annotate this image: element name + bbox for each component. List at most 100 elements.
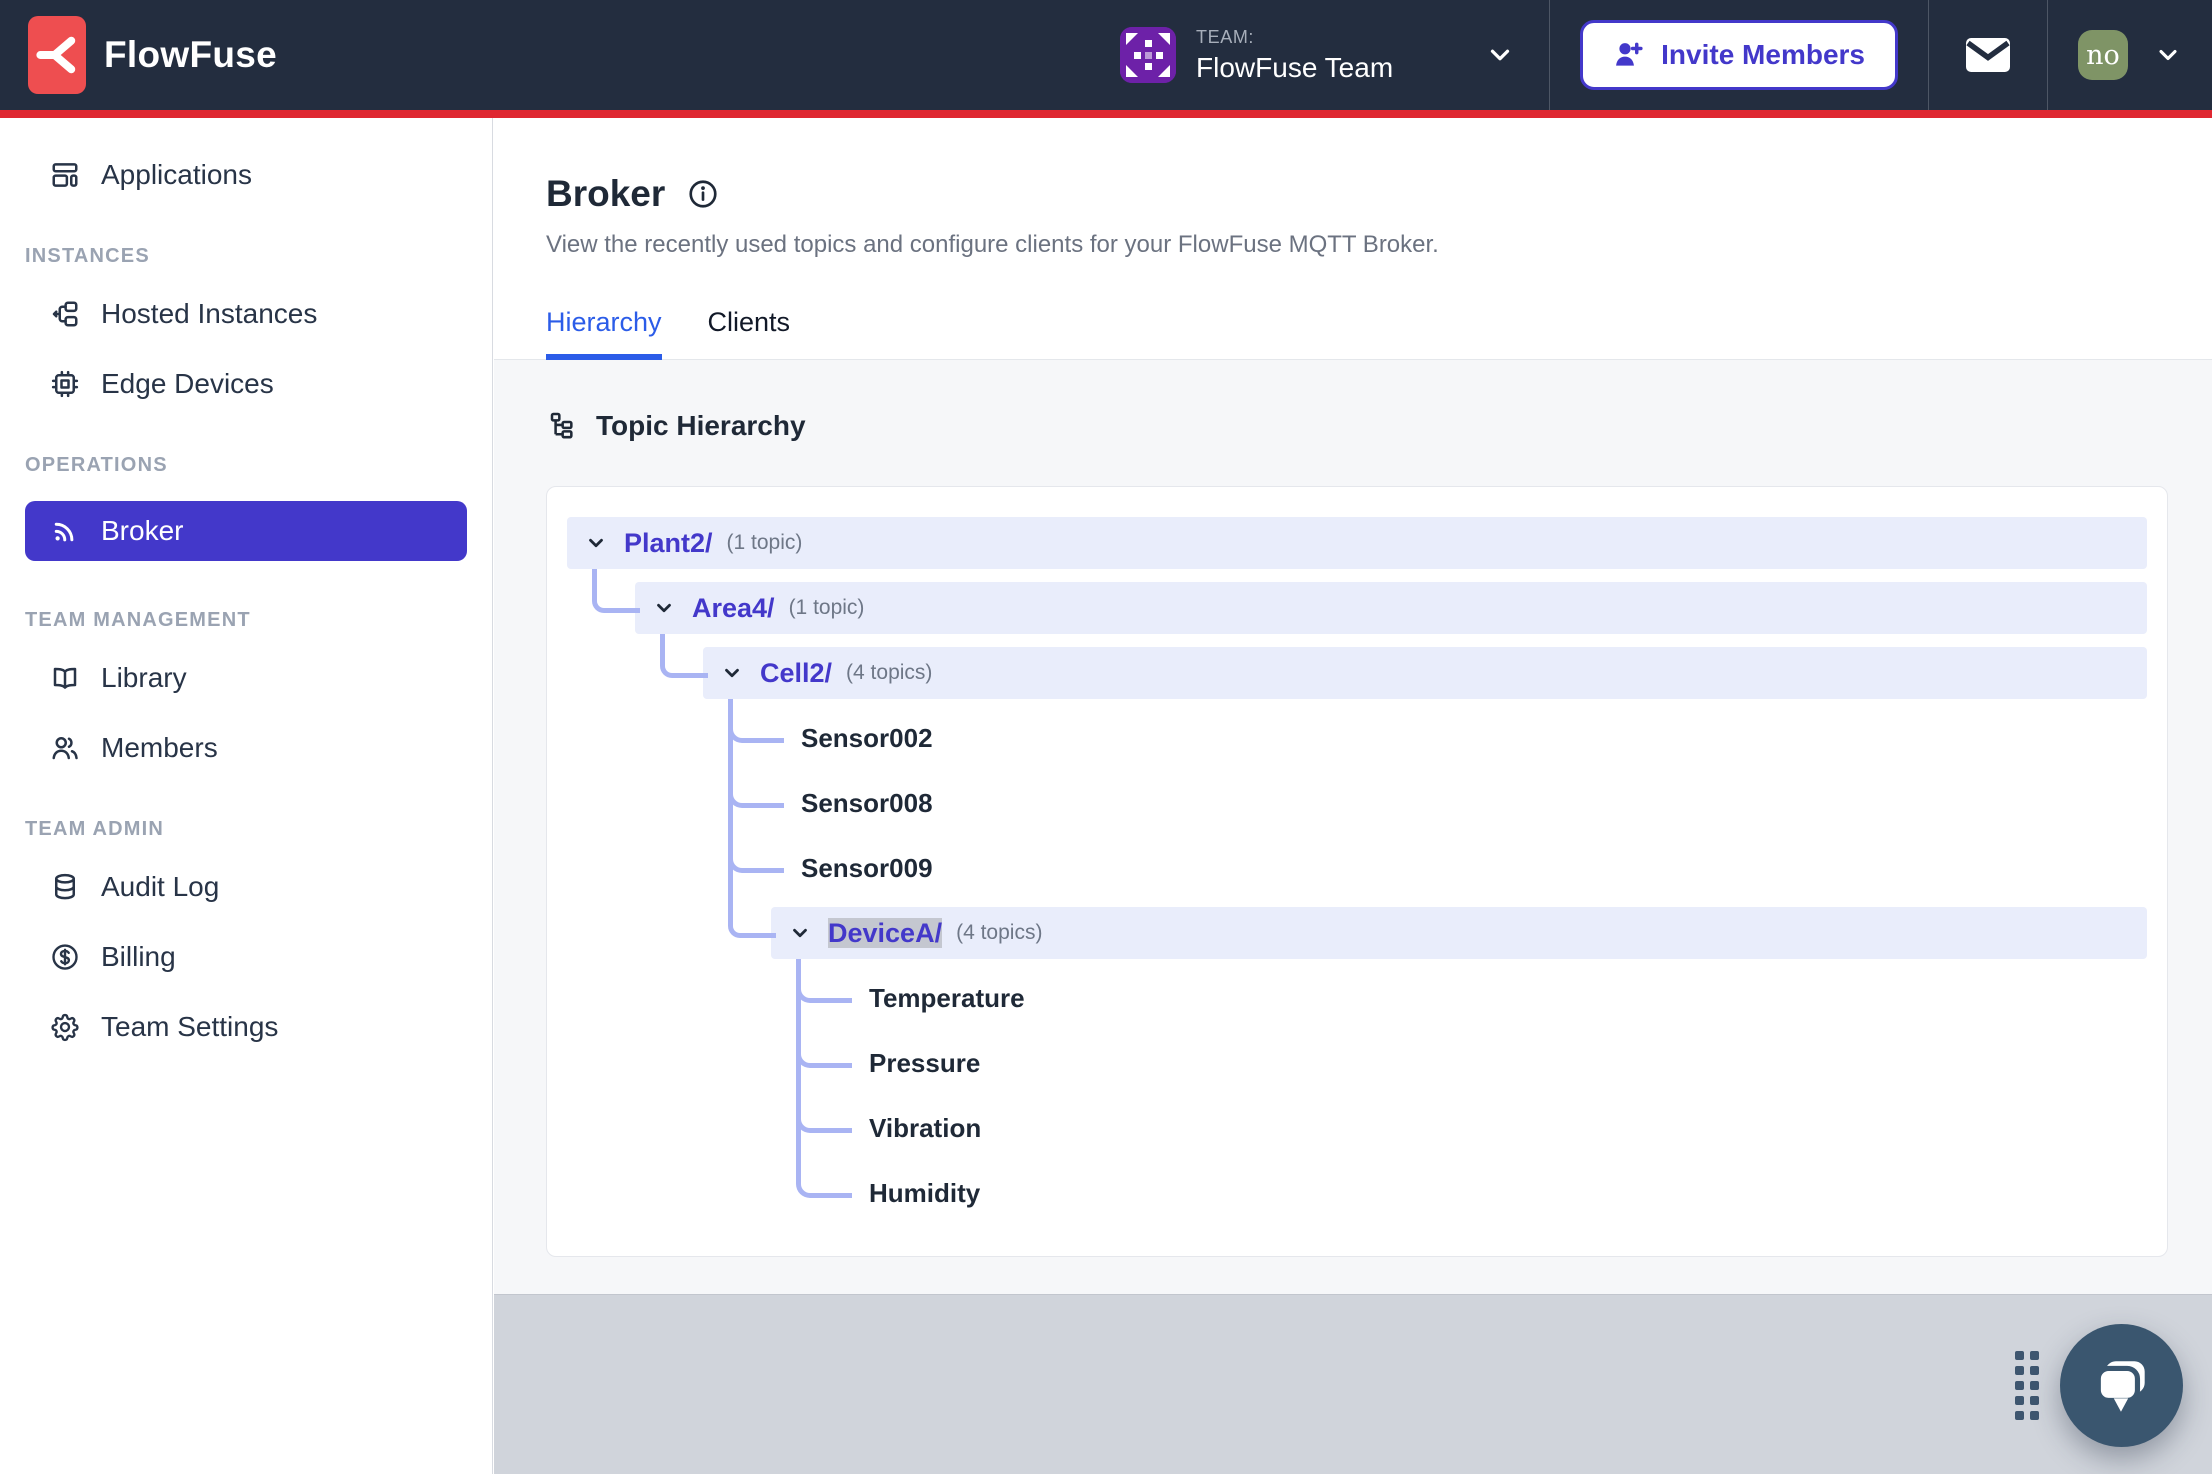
sidebar-item-label: Billing [101,941,176,972]
tree-node: Pressure [796,1024,2147,1089]
page-header: Broker View the recently used topics and… [494,118,2212,360]
team-avatar [1120,27,1177,83]
sidebar-item-label: Members [101,732,218,763]
tree-node: Sensor002 [728,699,2147,764]
tree-node: Sensor009 [728,829,2147,894]
topic-count: (4 topics) [956,921,1043,944]
hierarchy-icon [546,410,578,442]
hosted-instances-icon [50,299,80,329]
sidebar-item-team-settings[interactable]: Team Settings [0,1005,492,1049]
topic-count: (1 topic) [726,531,803,554]
chat-bubbles-icon [2089,1353,2155,1419]
invite-members-button[interactable]: Invite Members [1580,20,1898,90]
topic-row-sensor009[interactable]: Sensor009 [771,842,2147,894]
selected-text: DeviceA/ [828,917,943,948]
topic-row-cell2[interactable]: Cell2/ (4 topics) [703,647,2147,699]
sidebar-item-label: Edge Devices [101,368,274,399]
topic-row-plant2[interactable]: Plant2/ (1 topic) [567,517,2147,569]
tree-node: Humidity [796,1154,2147,1219]
topic-label: Vibration [869,1112,982,1143]
team-selector[interactable]: TEAM: FlowFuse Team [1106,27,1549,84]
broker-icon [50,516,80,546]
info-icon[interactable] [687,178,719,210]
tab-hierarchy[interactable]: Hierarchy [546,307,662,360]
topic-row-pressure[interactable]: Pressure [839,1037,2147,1089]
chevron-down-icon[interactable] [789,922,811,944]
user-avatar[interactable]: no [2078,30,2128,80]
tree-node: Vibration [796,1089,2147,1154]
broker-hierarchy-panel: Topic Hierarchy Plant2/ (1 topic) Area4/ (1… [494,360,2212,1294]
chevron-down-icon[interactable] [721,662,743,684]
team-settings-icon [50,1012,80,1042]
topic-row-sensor002[interactable]: Sensor002 [771,712,2147,764]
tab-bar: Hierarchy Clients [546,307,790,360]
sidebar-item-edge-devices[interactable]: Edge Devices [0,362,492,406]
sidebar-item-applications[interactable]: Applications [0,153,492,197]
members-icon [50,733,80,763]
sidebar-item-members[interactable]: Members [0,726,492,770]
top-navbar: FlowFuse TEAM: FlowFuse Team [0,0,2212,110]
applications-icon [50,160,80,190]
sidebar-section-header-operations: OPERATIONS [25,454,168,476]
tree-node: Temperature [796,959,2147,1024]
flowfuse-logo[interactable]: FlowFuse [28,16,277,94]
topic-row-humidity[interactable]: Humidity [839,1167,2147,1219]
navbar-divider [1928,0,1929,110]
bottom-panel [494,1294,2212,1474]
topic-label: Plant2/ [624,527,713,558]
tree-node: DeviceA/ (4 topics) Temperature Pressure Vib… [728,894,2147,1219]
topic-label: Sensor002 [801,722,933,753]
billing-icon [50,942,80,972]
page-description: View the recently used topics and config… [546,231,1439,258]
sidebar-item-label: Library [101,662,187,693]
navbar-divider [1549,0,1551,110]
notifications-button[interactable] [1929,37,2047,73]
sidebar-item-label: Team Settings [101,1011,279,1042]
tree-node: Sensor008 [728,764,2147,829]
team-label: TEAM: [1196,26,1255,47]
sidebar-section-header-team-management: TEAM MANAGEMENT [25,609,251,631]
sidebar-item-label: Applications [101,159,252,190]
tree-node: Area4/ (1 topic) Cell2/ (4 topics) Sensor002… [592,569,2147,1219]
topic-label: Area4/ [692,592,775,623]
chevron-down-icon[interactable] [585,532,607,554]
sidebar-item-label: Hosted Instances [101,298,318,329]
sidebar-section-header-instances: INSTANCES [25,245,150,267]
topic-hierarchy-card: Plant2/ (1 topic) Area4/ (1 topic) Cell2/ (4 … [546,486,2168,1257]
topic-label: Humidity [869,1177,981,1208]
chevron-down-icon [1485,40,1515,70]
chat-widget-button[interactable] [2060,1324,2183,1447]
flowfuse-logo-icon [28,16,86,94]
accent-bar [0,110,2212,118]
topic-count: (4 topics) [846,661,933,684]
sidebar-item-hosted-instances[interactable]: Hosted Instances [0,292,492,336]
topic-row-vibration[interactable]: Vibration [839,1102,2147,1154]
section-title: Topic Hierarchy [596,410,806,441]
sidebar-item-billing[interactable]: Billing [0,935,492,979]
sidebar-item-label: Broker [101,515,184,546]
tab-clients[interactable]: Clients [707,307,791,337]
topic-label: Sensor008 [801,787,933,818]
topic-label: Temperature [869,982,1025,1013]
edge-devices-icon [50,369,80,399]
library-icon [50,663,80,693]
sidebar-item-audit-log[interactable]: Audit Log [0,865,492,909]
invite-members-label: Invite Members [1661,39,1865,70]
topic-row-sensor008[interactable]: Sensor008 [771,777,2147,829]
sidebar-item-library[interactable]: Library [0,656,492,700]
chevron-down-icon[interactable] [653,597,675,619]
drag-handle[interactable] [2015,1351,2039,1420]
tree-node: Cell2/ (4 topics) Sensor002 Sensor008 Sensor… [660,634,2147,1219]
chevron-down-icon[interactable] [2154,41,2182,69]
brand-name: FlowFuse [104,34,278,75]
sidebar-item-broker[interactable]: Broker [25,501,467,561]
tree-node: Plant2/ (1 topic) Area4/ (1 topic) Cell2/ (4 … [567,517,2147,1219]
page-title: Broker [546,173,666,214]
topic-row-area4[interactable]: Area4/ (1 topic) [635,582,2147,634]
team-name: FlowFuse Team [1196,51,1394,83]
topic-label: Sensor009 [801,852,933,883]
navbar-divider [2047,0,2048,110]
topic-row-devicea[interactable]: DeviceA/ (4 topics) [771,907,2147,959]
topic-row-temperature[interactable]: Temperature [839,972,2147,1024]
envelope-icon [1965,37,2011,73]
